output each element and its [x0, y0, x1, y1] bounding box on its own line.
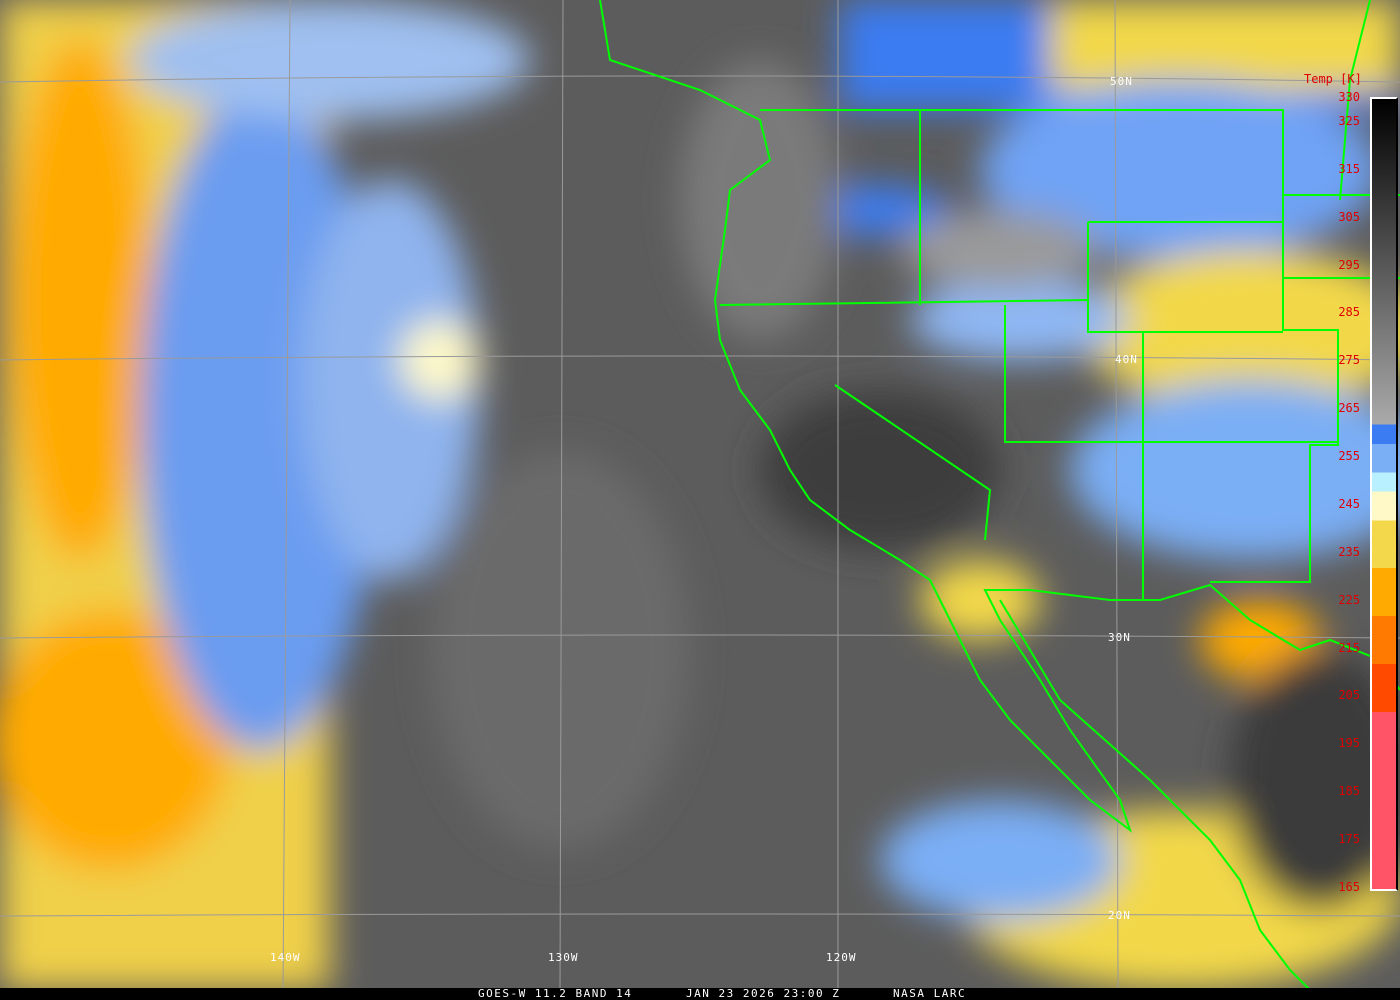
colorbar-tick: 315	[1338, 161, 1360, 176]
timestamp: JAN 23 2026 23:00 Z	[686, 987, 841, 1000]
credit: NASA LARC	[893, 987, 967, 1000]
colorbar-tick: 325	[1338, 113, 1360, 128]
colorbar-tick: 185	[1338, 784, 1360, 799]
colorbar-tick: 175	[1338, 832, 1360, 847]
colorbar-tick: 330	[1338, 90, 1360, 104]
colorbar-tick: 195	[1338, 736, 1360, 751]
colorbar-tick: 265	[1338, 401, 1360, 416]
colorbar-tick: 305	[1338, 209, 1360, 224]
colorbar-tick: 205	[1338, 688, 1360, 703]
lon-label-130w: 130W	[548, 951, 579, 964]
coastlines-borders	[599, 0, 1400, 991]
colorbar-tick: 295	[1338, 257, 1360, 272]
satellite-band: GOES-W 11.2 BAND 14	[478, 987, 633, 1000]
colorbar-tick: 235	[1338, 544, 1360, 559]
lon-label-140w: 140W	[270, 951, 301, 964]
footer-caption: GOES-W 11.2 BAND 14 JAN 23 2026 23:00 Z …	[0, 988, 1400, 1000]
colorbar-title: Temp [K]	[1304, 72, 1362, 86]
colorbar-tick: 275	[1338, 353, 1360, 368]
lat-label-40n: 40N	[1115, 353, 1138, 366]
lat-label-20n: 20N	[1108, 909, 1131, 922]
lat-label-50n: 50N	[1110, 75, 1133, 88]
colorbar-tick: 165	[1338, 880, 1360, 894]
colorbar-tick: 255	[1338, 449, 1360, 464]
colorbar-tick: 245	[1338, 496, 1360, 511]
colorbar	[1370, 97, 1398, 891]
lat-label-30n: 30N	[1108, 631, 1131, 644]
lon-label-120w: 120W	[826, 951, 857, 964]
colorbar-tick: 215	[1338, 640, 1360, 655]
colorbar-tick: 225	[1338, 592, 1360, 607]
colorbar-tick: 285	[1338, 305, 1360, 320]
